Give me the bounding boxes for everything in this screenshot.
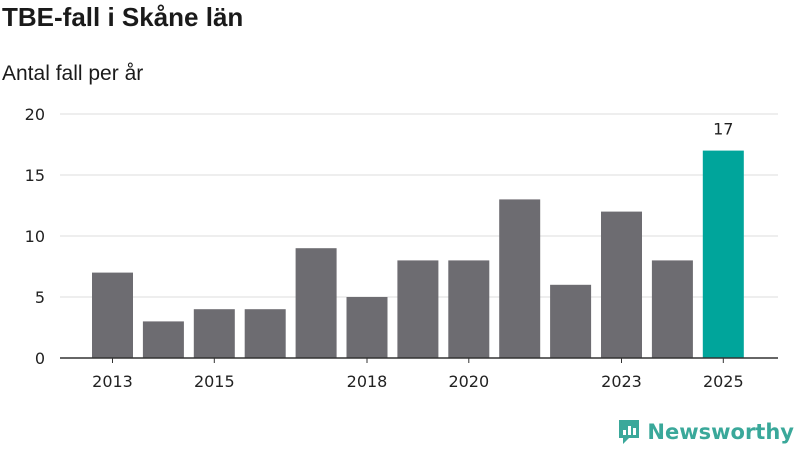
bar-2020 [448,260,490,358]
newsworthy-logo: Newsworthy [617,418,794,446]
bar-2022 [550,284,592,358]
bar-2014 [142,321,184,358]
y-tick-label: 0 [35,349,45,368]
bar-2017 [295,248,337,358]
bar-2019 [397,260,439,358]
bar-2023 [601,211,642,358]
y-tick-label: 15 [25,166,45,185]
y-tick-label: 20 [25,105,45,124]
y-tick-label: 5 [35,288,45,307]
chart-logo-icon [619,420,640,444]
x-tick-label: 2023 [601,372,642,391]
bar-2016 [244,309,286,358]
y-tick-label: 10 [25,227,45,246]
x-tick-label: 2015 [194,372,235,391]
bar-2013 [92,272,133,358]
bar-2015 [193,309,235,358]
chart-subtitle: Antal fall per år [2,62,144,85]
x-tick-label: 2018 [347,372,388,391]
bar-2018 [346,297,388,358]
x-tick-label: 2025 [703,372,744,391]
brand-name: Newsworthy [647,420,794,444]
bar-2024 [651,260,693,358]
data-label: 17 [713,120,733,139]
bar-2025 [702,150,744,358]
bar-2021 [499,199,541,358]
x-tick-label: 2020 [448,372,489,391]
chart-title: TBE-fall i Skåne län [2,2,244,32]
x-tick-label: 2013 [92,372,133,391]
